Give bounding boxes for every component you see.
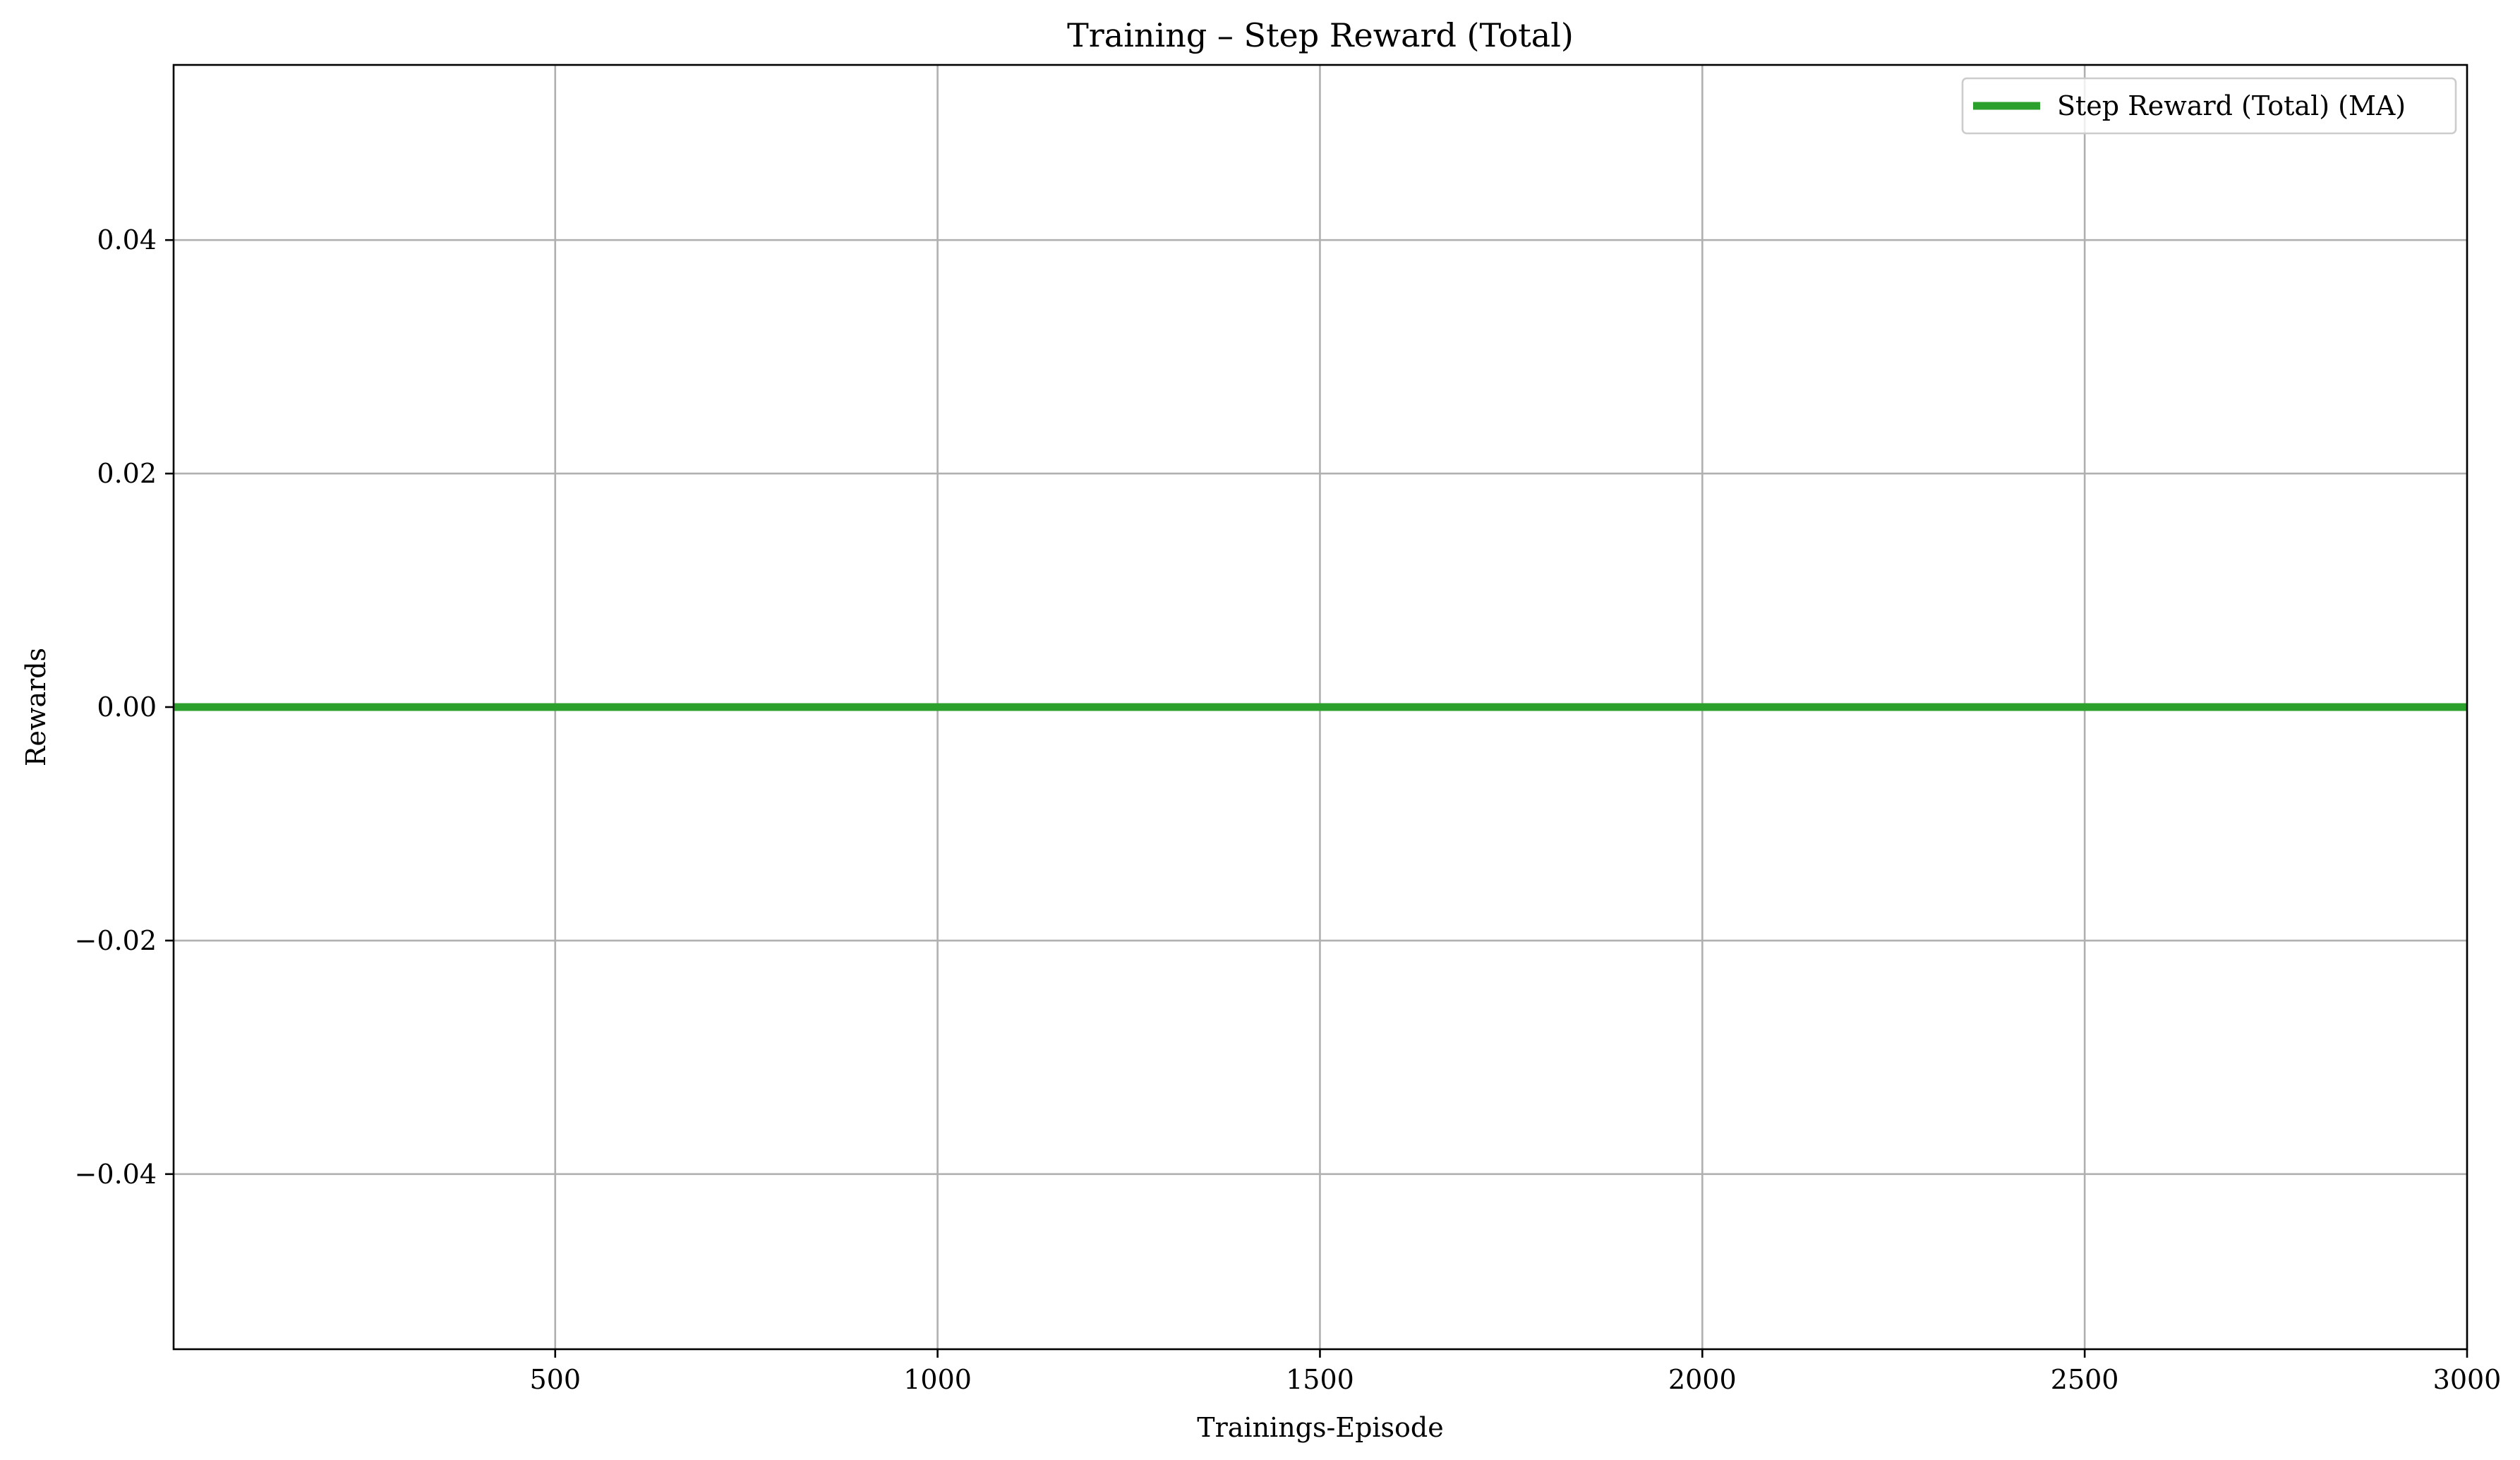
legend-label: Step Reward (Total) (MA) (2057, 90, 2406, 121)
x-tick-label: 1500 (1286, 1364, 1354, 1395)
legend-box (1961, 77, 2457, 135)
y-axis-label: Rewards (20, 648, 52, 766)
x-tick-label: 500 (529, 1364, 581, 1395)
y-axis-ticks: 0.04 0.02 0.00 −0.02 −0.04 (75, 224, 174, 1190)
x-axis-ticks: 500 1000 1500 2000 2500 3000 (529, 1349, 2501, 1395)
x-tick-label: 3000 (2433, 1364, 2502, 1395)
y-tick-label: 0.00 (97, 692, 157, 723)
y-tick-label: −0.02 (75, 925, 157, 956)
legend: Step Reward (Total) (MA) (1961, 77, 2457, 135)
x-tick-label: 2000 (1668, 1364, 1737, 1395)
y-tick-label: 0.02 (97, 458, 157, 489)
x-tick-label: 2500 (2051, 1364, 2119, 1395)
x-axis-label: Trainings-Episode (1197, 1412, 1444, 1443)
x-tick-label: 1000 (903, 1364, 972, 1395)
y-tick-label: 0.04 (97, 224, 157, 255)
chart-title: Training – Step Reward (Total) (1067, 16, 1574, 54)
y-tick-label: −0.04 (75, 1159, 157, 1190)
